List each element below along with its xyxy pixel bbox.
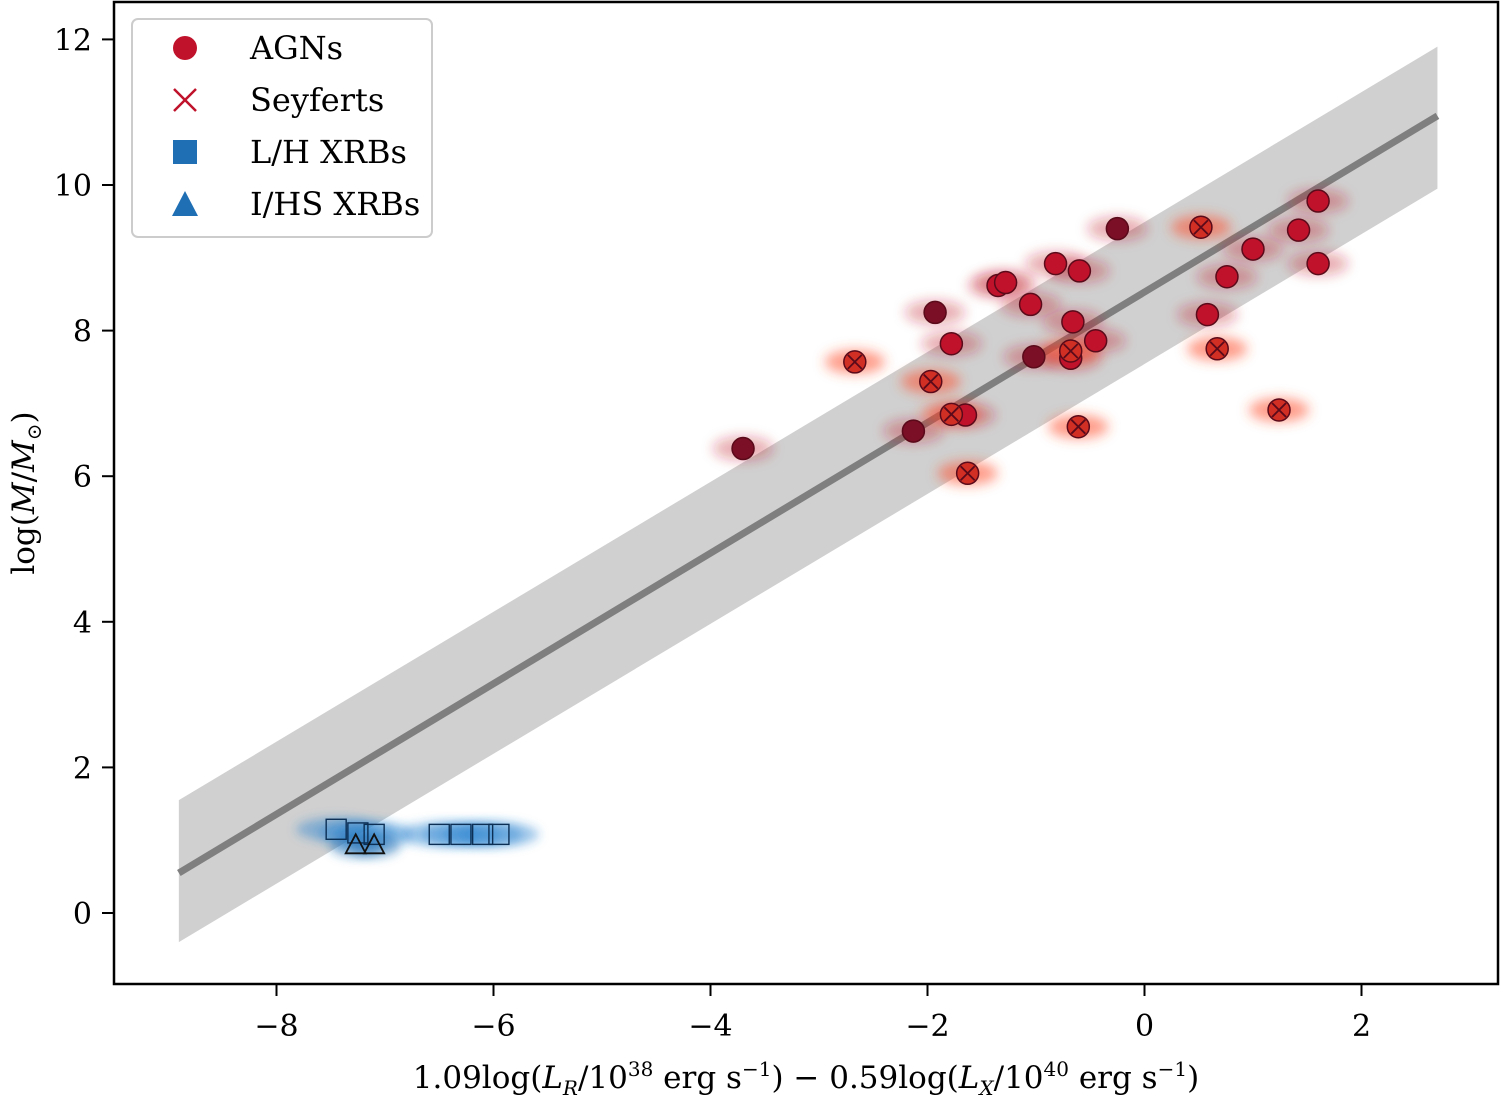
ihs-xrb-point xyxy=(344,832,368,855)
x-tick-label: 0 xyxy=(1135,1009,1154,1044)
seyfert-point xyxy=(843,350,867,374)
legend-label-agns: AGNs xyxy=(249,29,343,67)
legend-box xyxy=(131,18,433,238)
seyfert-point xyxy=(955,461,980,486)
agn-point xyxy=(923,300,947,325)
y-tick-label: 0 xyxy=(73,897,92,932)
lh-xrb-halo xyxy=(458,822,539,847)
agn-point xyxy=(1018,292,1043,317)
seyfert-point xyxy=(1058,339,1083,363)
lh-xrb-point xyxy=(471,823,494,846)
agn-point xyxy=(901,419,926,443)
agn-point xyxy=(1215,264,1239,289)
y-axis: 0 2 4 6 8 10 12 xyxy=(54,23,114,932)
agn-point xyxy=(1067,259,1092,283)
agn-point xyxy=(1083,329,1108,353)
y-tick-label: 10 xyxy=(54,169,92,204)
y-tick-label: 8 xyxy=(73,315,92,350)
plot-frame xyxy=(112,0,1500,986)
agn-point xyxy=(1286,218,1311,242)
x-tick-label: 2 xyxy=(1352,1009,1371,1044)
lh-xrb-point xyxy=(325,818,347,840)
lh-xrb-point xyxy=(488,823,510,846)
agn-point xyxy=(1043,251,1068,276)
y-tick-label: 12 xyxy=(54,23,92,58)
agn-point xyxy=(1022,345,1046,369)
legend-label-seyferts: Seyferts xyxy=(250,81,384,119)
x-tick-label: −6 xyxy=(471,1009,515,1044)
x-tick-label: −4 xyxy=(688,1009,732,1044)
y-tick-label: 4 xyxy=(73,606,92,641)
agn-point xyxy=(1105,216,1130,241)
seyfert-point xyxy=(1267,398,1291,422)
agn-point xyxy=(1195,302,1220,327)
seyfert-point xyxy=(1205,337,1229,361)
ihs-xrb-halo xyxy=(348,833,401,858)
agn-point xyxy=(1241,237,1265,261)
lh-xrb-point xyxy=(428,823,450,846)
ihs-xrb-point xyxy=(362,832,386,855)
agn-point xyxy=(1306,189,1330,213)
x-tick-label: −2 xyxy=(905,1009,949,1044)
y-tick-label: 2 xyxy=(73,751,92,786)
legend: AGNs Seyferts L/H XRBs I/HS XRBs xyxy=(131,18,433,238)
lh-xrb-point xyxy=(347,822,369,844)
seyfert-point xyxy=(919,369,943,394)
x-tick-label: −8 xyxy=(254,1009,298,1044)
plot-area xyxy=(177,46,1440,943)
legend-label-lh-xrbs: L/H XRBs xyxy=(250,133,407,171)
x-axis: −8 −6 −4 −2 0 2 xyxy=(254,984,1371,1044)
legend-x-marker xyxy=(173,88,197,112)
fit-line xyxy=(177,112,1440,876)
agn-point xyxy=(1061,310,1085,334)
agn-point xyxy=(993,270,1018,295)
legend-square-marker xyxy=(173,140,197,164)
seyfert-point xyxy=(1066,414,1091,439)
legend-triangle-marker xyxy=(172,191,198,216)
agn-point xyxy=(939,331,964,356)
agn-point xyxy=(731,436,755,461)
lh-xrb-point xyxy=(363,823,385,846)
agn-point xyxy=(1306,251,1330,276)
legend-circle-marker xyxy=(173,36,197,60)
legend-label-ihs-xrbs: I/HS XRBs xyxy=(250,185,420,223)
seyfert-point xyxy=(1189,215,1213,239)
y-tick-label: 6 xyxy=(73,460,92,495)
lh-xrb-point xyxy=(450,823,472,846)
data-marks xyxy=(325,189,1330,855)
seyfert-point xyxy=(939,402,964,427)
x-axis-label: 1.09log(LR/1038 erg s−1) − 0.59log(LX/10… xyxy=(413,1057,1199,1100)
y-axis-label: log(M/M⊙) xyxy=(6,411,46,574)
